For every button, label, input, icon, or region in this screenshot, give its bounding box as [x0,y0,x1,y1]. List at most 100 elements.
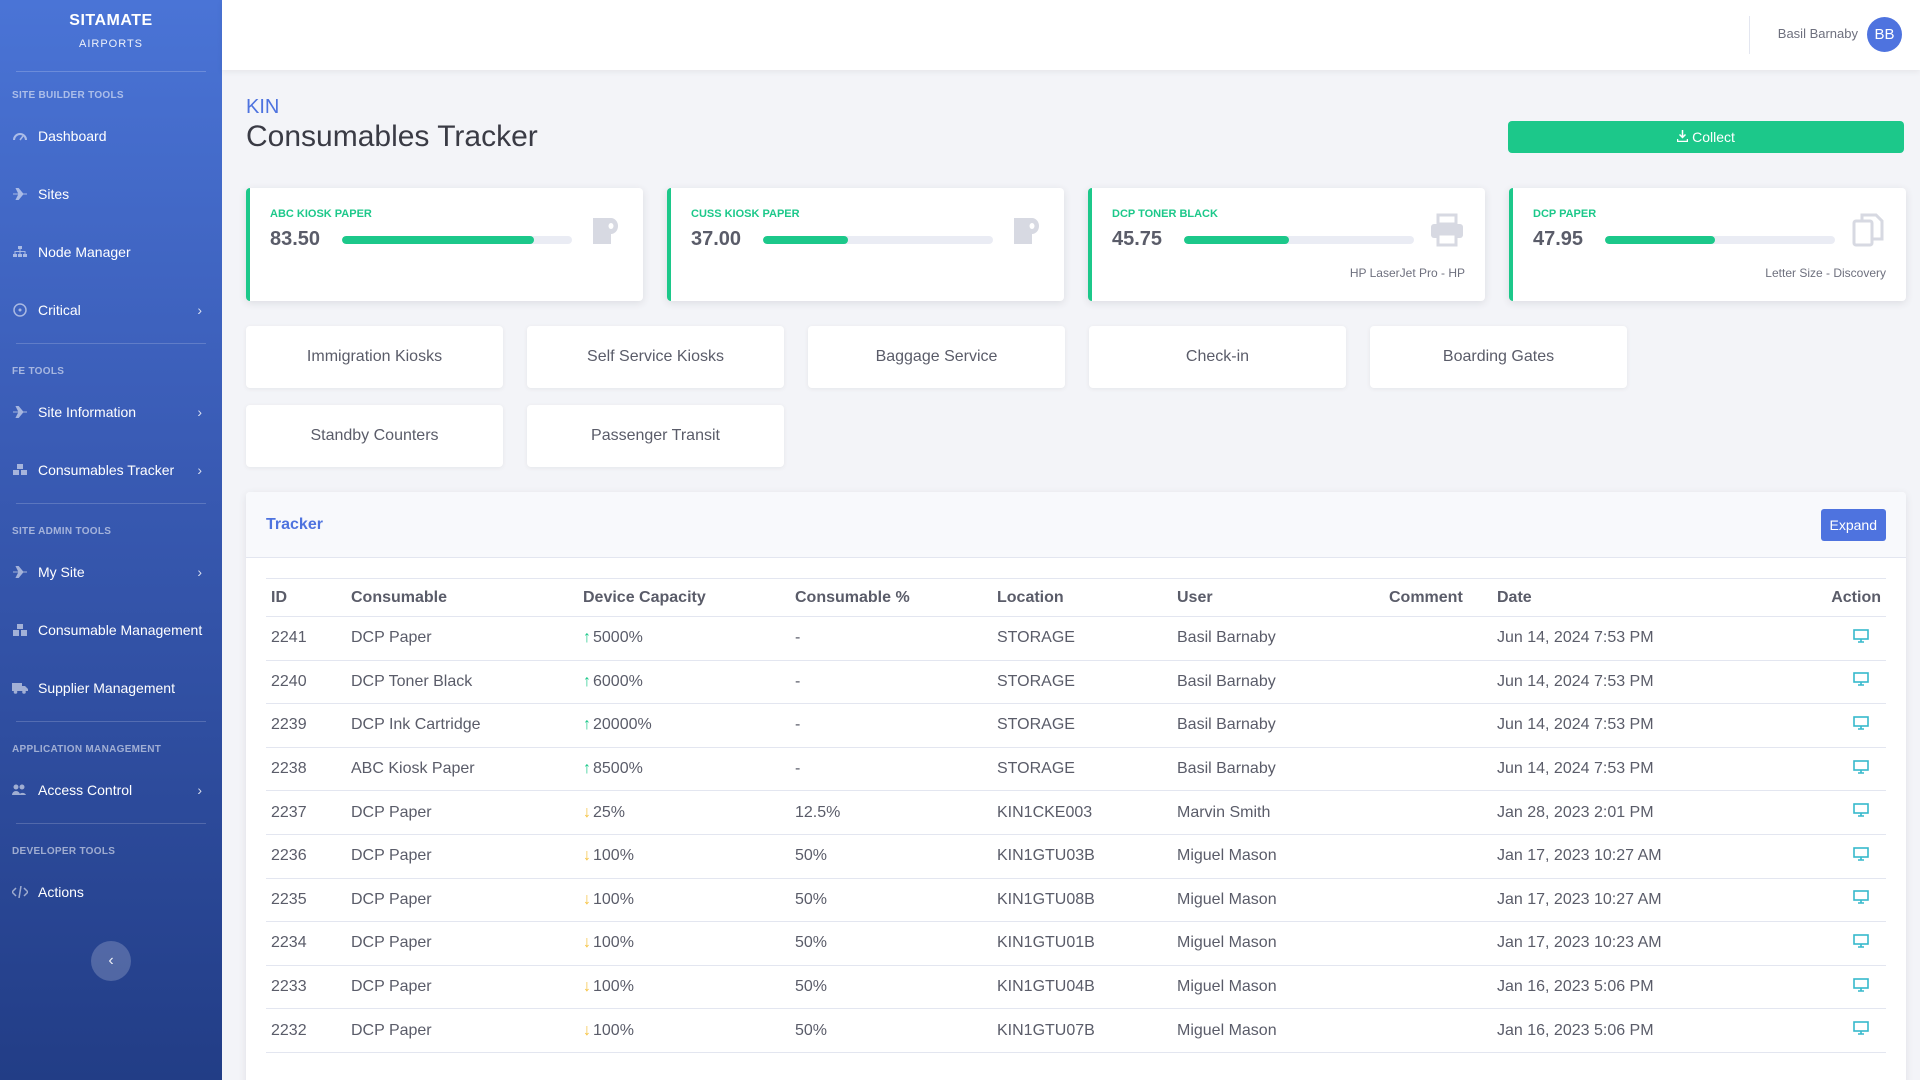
sidebar-item-site-information[interactable]: Site Information › [0,383,222,441]
column-header[interactable]: Consumable [346,578,578,617]
cell-comment [1384,747,1492,792]
consumable-card[interactable]: ABC KIOSK PAPER 83.50 [246,188,643,301]
avatar[interactable]: BB [1867,17,1902,52]
monitor-icon[interactable] [1853,890,1869,905]
column-header[interactable]: Action [1792,578,1886,617]
capacity-value: 6000% [593,672,643,690]
printer-icon [1429,212,1465,248]
monitor-icon[interactable] [1853,934,1869,948]
sidebar-item-dashboard[interactable]: Dashboard [0,107,222,165]
sidebar-heading: SITE ADMIN TOOLS [12,526,112,537]
area-tile[interactable]: Baggage Service [808,326,1065,388]
cell-date: Jan 16, 2023 5:06 PM [1492,1008,1792,1053]
collect-button[interactable]: Collect [1508,121,1904,153]
area-tile[interactable]: Check-in [1089,326,1346,388]
sidebar-item-my-site[interactable]: My Site › [0,543,222,601]
topbar-divider [1749,16,1750,54]
cell-capacity: ↑ 20000% [578,703,790,748]
monitor-icon[interactable] [1853,759,1869,774]
sidebar-item-label: Dashboard [38,128,107,144]
column-header[interactable]: Date [1492,578,1792,617]
cell-consumable: DCP Paper [346,965,578,1010]
card-subtitle: Letter Size - Discovery [1765,266,1886,280]
monitor-icon[interactable] [1853,977,1869,992]
level-bar-fill [1605,235,1716,244]
brand-title: SITAMATE [69,12,153,29]
monitor-icon[interactable] [1853,1021,1869,1035]
sidebar-item-node-manager[interactable]: Node Manager [0,223,222,281]
cell-comment [1384,790,1492,835]
download-icon [1676,129,1689,145]
sidebar-divider [16,343,206,344]
cell-location: KIN1CKE003 [992,790,1172,835]
cell-consumable: ABC Kiosk Paper [346,747,578,792]
card-title: ABC KIOSK PAPER [270,208,372,220]
column-header[interactable]: Consumable % [790,578,992,617]
column-header[interactable]: Device Capacity [578,578,790,617]
monitor-icon[interactable] [1853,672,1869,687]
consumable-cards: ABC KIOSK PAPER 83.50 CUSS KIOSK PAPER 3… [246,188,1906,301]
area-tile[interactable]: Boarding Gates [1370,326,1627,388]
cell-id: 2234 [266,921,346,966]
cell-capacity: ↑ 8500% [578,747,790,792]
dashboard-icon [12,129,28,143]
cell-percent: 50% [790,1008,992,1053]
monitor-icon[interactable] [1853,803,1869,817]
sidebar-item-consumables-tracker[interactable]: Consumables Tracker › [0,441,222,499]
brand[interactable]: SITAMATE AIRPORTS [16,0,206,72]
consumable-card[interactable]: CUSS KIOSK PAPER 37.00 [667,188,1064,301]
sidebar-item-label: Supplier Management [38,680,175,696]
cell-user: Marvin Smith [1172,790,1384,835]
sidebar-item-access-control[interactable]: Access Control › [0,761,222,819]
cell-user: Basil Barnaby [1172,747,1384,792]
card-value: 47.95 [1533,228,1584,250]
sidebar-heading: FE TOOLS [12,366,65,377]
arrow-down-icon: ↓ [583,1021,591,1039]
area-tile[interactable]: Immigration Kiosks [246,326,503,388]
chevron-right-icon: › [197,302,202,318]
expand-button[interactable]: Expand [1820,509,1886,541]
sidebar-item-consumable-management[interactable]: Consumable Management [0,601,222,659]
cell-capacity: ↓ 100% [578,965,790,1010]
arrow-up-icon: ↑ [583,629,591,647]
consumable-card[interactable]: DCP PAPER 47.95 Letter Size - Discovery [1509,188,1906,301]
cell-capacity: ↓ 100% [578,878,790,923]
plane-icon [12,405,28,419]
area-tile[interactable]: Standby Counters [246,405,503,467]
capacity-value: 100% [593,934,634,952]
cell-comment [1384,921,1492,966]
sidebar-item-sites[interactable]: Sites [0,165,222,223]
consumable-card[interactable]: DCP TONER BLACK 45.75 HP LaserJet Pro - … [1088,188,1485,301]
sitemap-icon [12,245,28,259]
arrow-down-icon: ↓ [583,934,591,952]
column-header[interactable]: Comment [1384,578,1492,617]
tracker-header: Tracker Expand [246,492,1906,558]
cell-location: KIN1GTU08B [992,878,1172,923]
column-header[interactable]: ID [266,578,346,617]
cell-capacity: ↑ 6000% [578,660,790,705]
monitor-icon[interactable] [1853,716,1869,730]
cell-comment [1384,703,1492,748]
column-header[interactable]: Location [992,578,1172,617]
area-tile[interactable]: Passenger Transit [527,405,784,467]
monitor-icon[interactable] [1853,628,1869,643]
cell-id: 2241 [266,616,346,661]
cell-location: KIN1GTU07B [992,1008,1172,1053]
table-row: 2235 DCP Paper ↓ 100% 50% KIN1GTU08B Miguel Ma… [266,878,1886,923]
monitor-icon[interactable] [1853,846,1869,861]
column-header[interactable]: User [1172,578,1384,617]
sidebar-item-supplier-management[interactable]: Supplier Management [0,659,222,717]
arrow-up-icon: ↑ [583,760,591,778]
cell-user: Miguel Mason [1172,834,1384,879]
cell-user: Miguel Mason [1172,965,1384,1010]
sidebar-item-actions[interactable]: Actions [0,863,222,921]
sidebar-item-label: Consumable Management [38,622,203,638]
sidebar-item-critical[interactable]: Critical › [0,281,222,339]
user-name[interactable]: Basil Barnaby [1777,26,1858,41]
cell-location: STORAGE [992,747,1172,792]
cell-consumable: DCP Ink Cartridge [346,703,578,748]
sidebar-toggle-button[interactable]: ‹ [91,941,131,981]
area-tile[interactable]: Self Service Kiosks [527,326,784,388]
cell-location: KIN1GTU03B [992,834,1172,879]
topbar: Basil Barnaby BB [222,0,1920,70]
